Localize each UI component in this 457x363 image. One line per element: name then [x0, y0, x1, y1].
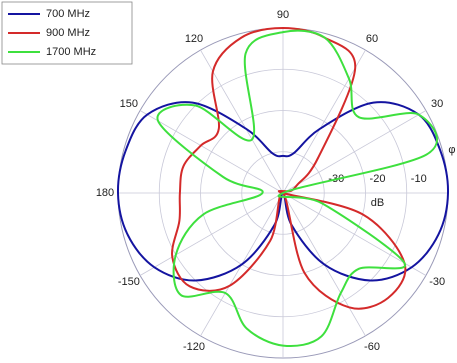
grid-spoke	[282, 192, 427, 276]
legend-label: 1700 MHz	[46, 46, 96, 58]
series-line	[116, 101, 450, 282]
series-line	[171, 26, 407, 310]
grid-spoke	[282, 110, 427, 194]
theta-tick-label: 180	[96, 187, 114, 199]
r-tick-label: -20	[370, 173, 386, 185]
theta-tick-label: -150	[118, 276, 140, 288]
theta-tick-label: 120	[185, 33, 203, 45]
theta-tick-label: 150	[120, 98, 138, 110]
theta-tick-label: -60	[364, 341, 380, 353]
theta-tick-label: -120	[183, 341, 205, 353]
theta-axis-label: φ	[448, 144, 455, 156]
grid-spoke	[200, 49, 284, 194]
r-axis-label: dB	[371, 197, 384, 209]
theta-tick-label: -30	[429, 276, 445, 288]
grid-spoke	[139, 192, 284, 276]
grid-spoke	[282, 49, 366, 194]
theta-tick-label: 60	[366, 33, 378, 45]
theta-tick-label: 30	[431, 98, 443, 110]
legend-label: 900 MHz	[46, 27, 90, 39]
legend-label: 700 MHz	[46, 8, 90, 20]
theta-tick-label: 90	[277, 9, 289, 21]
grid-spoke	[139, 110, 284, 194]
series-line	[156, 29, 438, 347]
r-tick-label: -10	[411, 173, 427, 185]
